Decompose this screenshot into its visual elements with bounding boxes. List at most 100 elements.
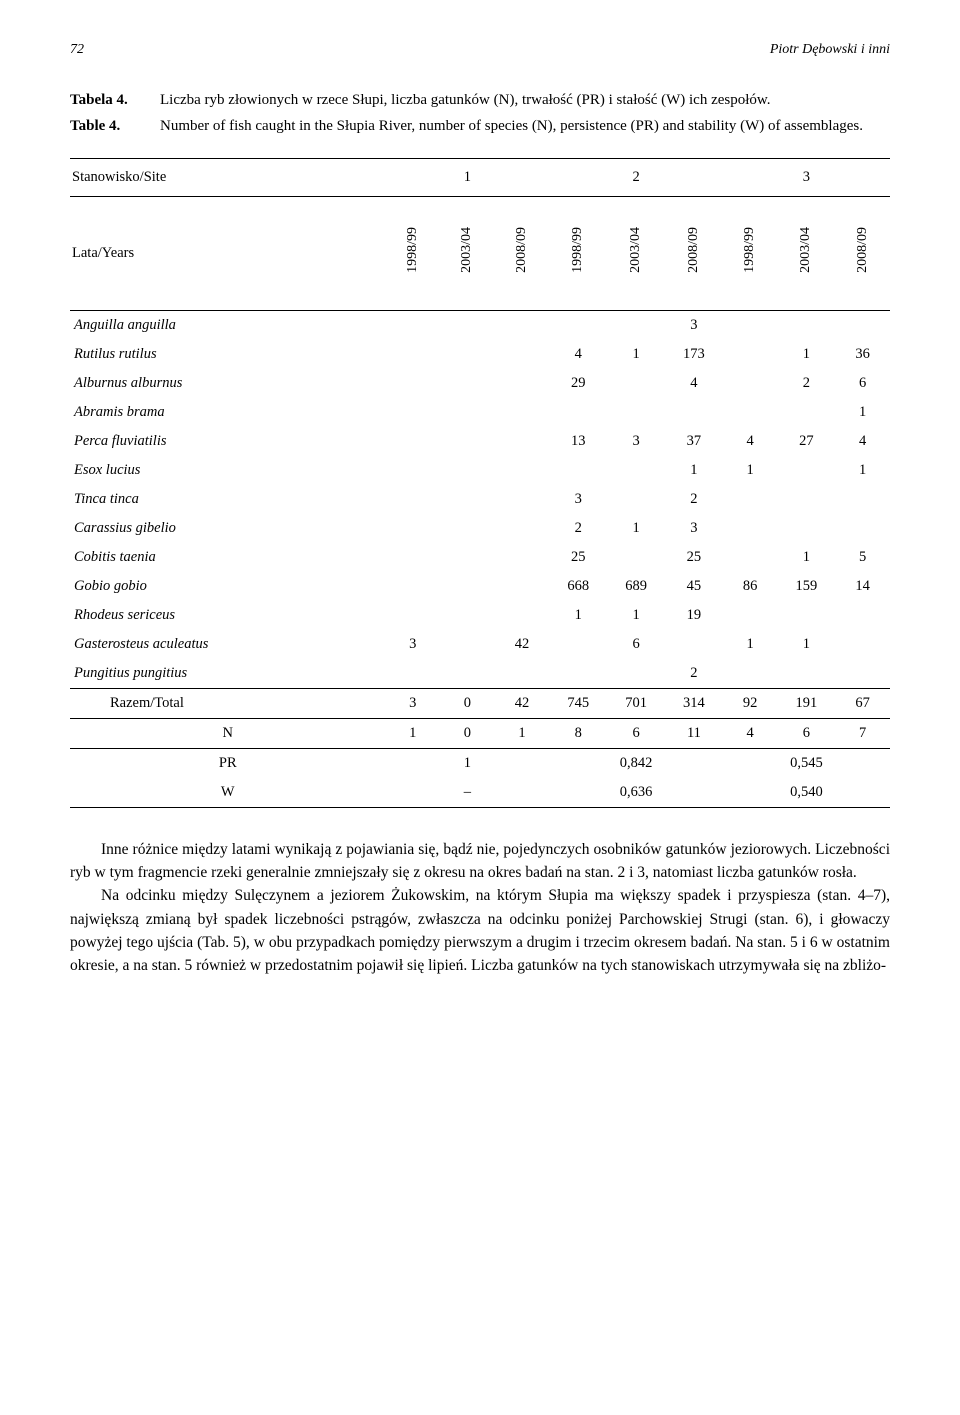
species-value <box>440 543 495 572</box>
species-value: 1 <box>777 630 835 659</box>
species-value: 1 <box>607 514 665 543</box>
species-value <box>607 659 665 689</box>
species-value <box>835 630 890 659</box>
species-value <box>386 310 441 340</box>
species-value <box>495 543 550 572</box>
species-value: 4 <box>723 427 778 456</box>
page-header: 72 Piotr Dębowski i inni <box>70 40 890 60</box>
caption-pl-label: Tabela 4. <box>70 90 160 112</box>
species-value: 29 <box>549 369 607 398</box>
year-header: 2003/04 <box>457 227 477 273</box>
species-value <box>835 601 890 630</box>
species-value <box>440 572 495 601</box>
species-value <box>386 572 441 601</box>
total-val: 3 <box>386 688 441 718</box>
species-value <box>440 601 495 630</box>
species-value <box>386 398 441 427</box>
total-row: Razem/Total 3 0 42 745 701 314 92 191 67 <box>70 688 890 718</box>
species-value <box>440 310 495 340</box>
species-value <box>607 485 665 514</box>
species-value: 19 <box>665 601 723 630</box>
species-value: 3 <box>665 310 723 340</box>
species-value: 42 <box>495 630 550 659</box>
species-value: 159 <box>777 572 835 601</box>
species-value <box>607 543 665 572</box>
species-value <box>777 310 835 340</box>
years-label: Lata/Years <box>70 196 386 310</box>
site-3: 3 <box>723 158 890 196</box>
species-value <box>607 456 665 485</box>
species-name: Alburnus alburnus <box>70 369 386 398</box>
caption-en-label: Table 4. <box>70 116 160 138</box>
total-val: 67 <box>835 688 890 718</box>
site-label: Stanowisko/Site <box>70 158 386 196</box>
species-value: 6 <box>607 630 665 659</box>
species-value: 1 <box>835 456 890 485</box>
species-row: Perca fluviatilis133374274 <box>70 427 890 456</box>
species-value: 3 <box>549 485 607 514</box>
pr-label: PR <box>70 748 386 778</box>
species-value: 2 <box>777 369 835 398</box>
species-value <box>777 514 835 543</box>
species-value <box>495 659 550 689</box>
species-name: Pungitius pungitius <box>70 659 386 689</box>
page-number: 72 <box>70 40 84 60</box>
species-value: 2 <box>665 485 723 514</box>
species-value <box>723 485 778 514</box>
species-row: Rhodeus sericeus1119 <box>70 601 890 630</box>
species-value <box>835 514 890 543</box>
species-row: Gasterosteus aculeatus342611 <box>70 630 890 659</box>
species-value <box>386 456 441 485</box>
species-value <box>495 601 550 630</box>
species-value <box>549 659 607 689</box>
species-value: 45 <box>665 572 723 601</box>
species-value: 4 <box>835 427 890 456</box>
species-value <box>495 340 550 369</box>
year-header: 2008/09 <box>853 227 873 273</box>
total-val: 42 <box>495 688 550 718</box>
years-row: Lata/Years 1998/99 2003/04 2008/09 1998/… <box>70 196 890 310</box>
year-header: 2003/04 <box>626 227 646 273</box>
species-name: Rhodeus sericeus <box>70 601 386 630</box>
species-row: Carassius gibelio213 <box>70 514 890 543</box>
pr-row: PR 1 0,842 0,545 <box>70 748 890 778</box>
species-value <box>607 369 665 398</box>
species-value: 2 <box>665 659 723 689</box>
species-value: 1 <box>549 601 607 630</box>
species-value <box>607 310 665 340</box>
caption-pl-text: Liczba ryb złowionych w rzece Słupi, lic… <box>160 90 890 112</box>
pr-val: 0,842 <box>549 748 723 778</box>
n-val: 0 <box>440 718 495 748</box>
n-row: N 1 0 1 8 6 11 4 6 7 <box>70 718 890 748</box>
species-value: 6 <box>835 369 890 398</box>
species-row: Pungitius pungitius 2 <box>70 659 890 689</box>
species-value: 1 <box>723 456 778 485</box>
species-value: 3 <box>665 514 723 543</box>
species-value <box>723 543 778 572</box>
species-name: Cobitis taenia <box>70 543 386 572</box>
species-value <box>440 369 495 398</box>
species-value <box>440 659 495 689</box>
species-value: 37 <box>665 427 723 456</box>
species-name: Tinca tinca <box>70 485 386 514</box>
species-value <box>386 369 441 398</box>
species-value <box>440 514 495 543</box>
species-value <box>386 340 441 369</box>
species-value <box>777 398 835 427</box>
species-value <box>723 398 778 427</box>
species-value <box>440 630 495 659</box>
species-value <box>495 310 550 340</box>
species-value <box>549 310 607 340</box>
species-value <box>723 601 778 630</box>
n-val: 4 <box>723 718 778 748</box>
species-value <box>665 630 723 659</box>
species-value <box>386 427 441 456</box>
species-value <box>386 543 441 572</box>
species-value: 1 <box>607 601 665 630</box>
species-value <box>440 398 495 427</box>
species-value <box>386 659 441 689</box>
species-value <box>440 485 495 514</box>
species-value <box>440 340 495 369</box>
species-value: 25 <box>665 543 723 572</box>
species-value: 25 <box>549 543 607 572</box>
